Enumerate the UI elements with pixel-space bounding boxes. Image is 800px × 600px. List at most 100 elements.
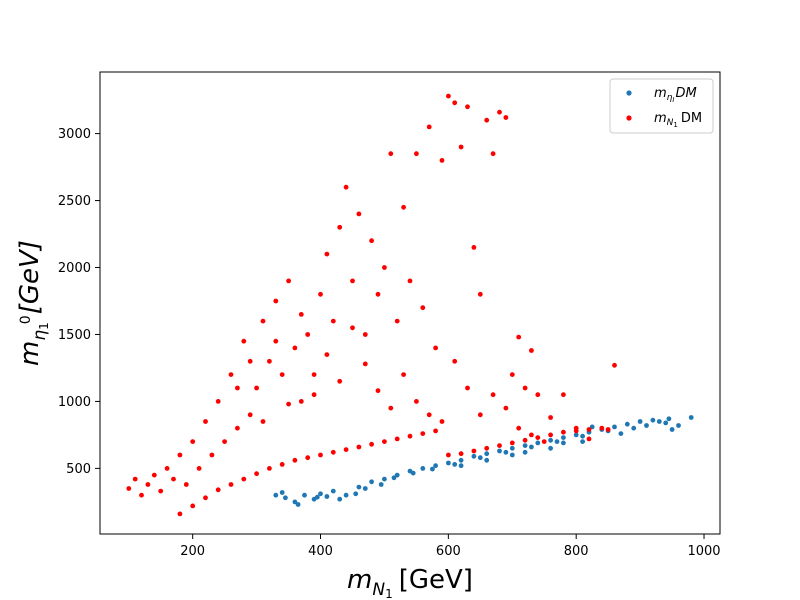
data-point [548,437,553,443]
legend-n1-sub: N [667,118,674,128]
data-point [305,455,311,461]
data-point [343,184,349,190]
y-axis-label-base: m [15,341,45,366]
data-point [302,492,307,498]
data-point [164,466,170,471]
data-point [535,392,541,398]
x-axis-label-units: [GeV] [399,565,473,595]
x-tick-label: 600 [436,544,461,559]
data-point [452,358,458,364]
data-point [401,204,406,210]
data-point [446,93,451,99]
data-point [228,482,234,487]
data-point [509,445,515,451]
data-point [477,412,483,418]
legend-entry-eta-dm: mηIDM [654,86,697,104]
data-point [196,466,202,471]
data-point [561,392,566,398]
data-point [529,432,534,438]
data-point [618,431,624,436]
data-point [554,439,560,444]
data-point [580,433,585,439]
data-point [235,425,240,431]
data-point [369,479,374,485]
data-point [561,440,566,446]
x-axis-label-sub: N [372,580,385,600]
data-point [158,488,164,494]
data-point [650,417,656,423]
data-point [330,449,336,455]
data-point [484,451,490,457]
data-point [561,429,566,435]
data-point [535,435,541,440]
data-point [465,104,470,110]
x-tick-label: 800 [564,544,589,559]
data-point [509,440,515,446]
legend: mηIDM mN1 DM [609,78,714,134]
data-point [215,399,221,404]
data-point [624,421,630,427]
data-point [292,499,298,505]
data-point [298,312,304,317]
x-axis-label: mN1 [GeV] [347,565,473,600]
data-point [503,449,509,455]
data-point [394,436,400,442]
data-point [484,457,490,463]
x-axis-label-base: m [347,565,372,595]
data-point [497,443,502,448]
data-point [484,445,490,451]
data-point [420,305,426,311]
data-point [190,439,196,444]
x-tick-label: 200 [180,544,205,559]
y-tick-label: 500 [66,462,91,477]
data-point [241,338,247,344]
data-point [330,488,336,494]
data-point [414,151,419,157]
data-point [516,334,522,340]
data-point [295,502,301,507]
data-point [314,494,320,500]
data-point [222,439,228,444]
data-point [439,419,445,424]
data-point [420,431,426,436]
data-point [356,444,362,450]
data-point [446,460,451,466]
data-point [343,492,349,498]
data-point [410,470,416,476]
x-axis: 200 400 600 800 1000 [180,534,721,559]
data-point [394,472,400,478]
y-axis-label-subsub: 1 [37,322,51,330]
data-point [433,463,438,469]
data-point [535,440,541,446]
series-layer [126,93,694,517]
data-point [273,298,279,304]
data-point [484,117,490,123]
data-point [286,278,291,284]
data-point [599,425,605,431]
y-tick-label: 2500 [58,194,91,209]
data-point [343,447,349,452]
data-point [279,462,285,467]
data-point [369,441,374,447]
data-point [414,399,419,404]
data-point [190,503,196,509]
data-point [426,412,432,418]
data-point [247,412,253,418]
data-point [420,466,426,471]
data-point [688,415,694,420]
data-point [353,491,359,497]
data-point [471,245,477,250]
data-point [311,392,317,398]
data-point [637,419,643,424]
data-point [324,494,330,499]
data-point [631,425,637,431]
data-point [676,423,681,428]
data-point [241,476,247,482]
legend-n1-suffix: DM [681,111,702,126]
data-point [318,291,323,297]
data-point [247,358,253,364]
data-point [561,435,566,440]
data-point [612,362,617,368]
data-point [426,124,432,130]
data-point [362,361,368,367]
